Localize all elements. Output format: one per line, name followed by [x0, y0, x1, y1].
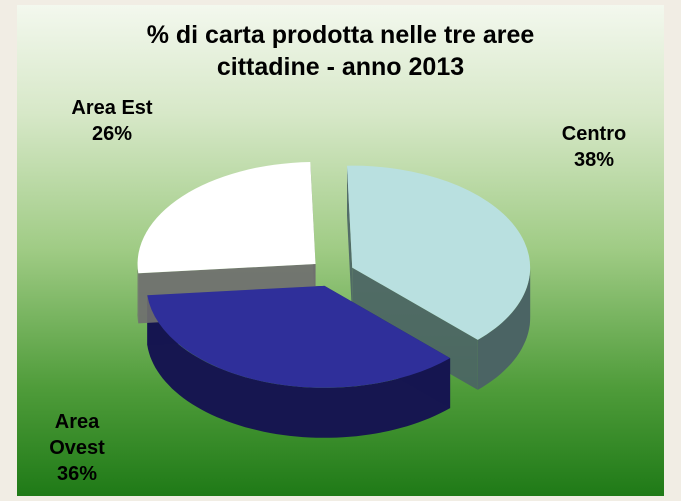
slice-top-area-est	[137, 162, 316, 274]
slice-label-centro-name: Centro	[561, 123, 627, 145]
slice-label-area-ovest: Area Ovest 36%	[33, 409, 121, 487]
slice-label-area-ovest-value: 36%	[56, 463, 98, 485]
slice-label-area-ovest-name-1: Area	[54, 411, 100, 433]
slice-label-area-est-name: Area Est	[71, 97, 153, 119]
slice-side-area-ovest	[147, 295, 451, 438]
chart-title-line-1: % di carta prodotta nelle tre aree	[146, 21, 535, 49]
pie-chart	[137, 162, 531, 438]
slice-side-centro	[477, 266, 531, 390]
slice-label-centro: Centro 38%	[539, 121, 649, 173]
chart-title: % di carta prodotta nelle tre aree citta…	[17, 19, 664, 83]
slice-label-area-est: Area Est 26%	[47, 95, 177, 147]
slice-label-centro-value: 38%	[573, 149, 615, 171]
slice-top-centro	[347, 165, 531, 340]
slice-side-area-est	[137, 262, 139, 324]
chart-area: % di carta prodotta nelle tre aree citta…	[17, 5, 664, 496]
slice-label-area-ovest-name-2: Ovest	[49, 437, 105, 459]
slice-cut-centro-0	[347, 165, 353, 318]
chart-title-line-2: cittadine - anno 2013	[216, 53, 465, 81]
slice-top-area-ovest	[147, 285, 451, 388]
slice-label-area-est-value: 26%	[91, 123, 133, 145]
